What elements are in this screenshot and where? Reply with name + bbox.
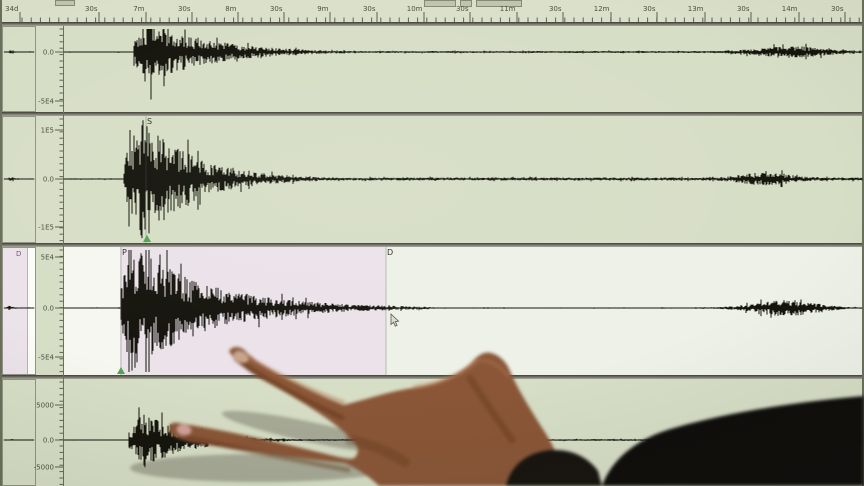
knuckle-shading — [345, 435, 410, 467]
phase-marker-label[interactable]: D — [387, 248, 393, 257]
axis-label: -1E5 — [38, 224, 54, 232]
seismic-trace — [63, 250, 863, 372]
ruler-label: 30s — [549, 5, 562, 13]
axis-label: 0.0 — [43, 49, 54, 57]
overview-phase-region — [3, 248, 28, 374]
pick-triangle-icon[interactable] — [117, 367, 125, 374]
ruler-label: 30s — [831, 5, 844, 13]
overview-trace — [3, 439, 35, 441]
ruler-label: 9m — [317, 5, 328, 13]
ruler-label: 10m — [407, 5, 423, 13]
ruler-label: 30s — [85, 5, 98, 13]
finger-shadow — [221, 410, 399, 454]
seismic-trace — [63, 29, 863, 100]
toolbar-fragment[interactable] — [424, 0, 456, 7]
row-separator — [0, 22, 864, 26]
row-separator — [0, 375, 864, 379]
overview-phase-label: D — [16, 250, 21, 258]
toolbar-fragment[interactable] — [55, 0, 75, 6]
thumb-shading — [466, 374, 516, 444]
ruler-label: 7m — [133, 5, 144, 13]
axis-label: 1E5 — [41, 127, 54, 135]
ruler-label: 30s — [737, 5, 750, 13]
hand-highlight — [413, 359, 479, 389]
ruler-label: 8m — [225, 5, 236, 13]
ruler-label: 13m — [688, 5, 704, 13]
ruler-label: 12m — [594, 5, 610, 13]
row-separator — [0, 243, 864, 247]
axis-label: 5000 — [36, 402, 54, 410]
phase-marker-label[interactable]: P — [122, 248, 127, 257]
finger-shading — [233, 356, 345, 421]
overview-box-3[interactable] — [2, 247, 36, 375]
hand — [168, 347, 568, 486]
axis-label: 0.0 — [43, 305, 54, 313]
ruler-label: 30s — [363, 5, 376, 13]
overview-box-1[interactable] — [2, 26, 36, 112]
finger-highlight — [236, 350, 346, 404]
finger-shadow — [130, 454, 390, 482]
overview-box-2[interactable] — [2, 116, 36, 243]
ruler-label: 30s — [178, 5, 191, 13]
row-separator — [0, 112, 864, 116]
ruler-label: 30s — [270, 5, 283, 13]
mouse-cursor — [390, 313, 400, 327]
trace-panel-3[interactable] — [64, 247, 862, 375]
thumb-highlight — [478, 358, 510, 378]
overview-trace — [3, 50, 35, 54]
middle-fingernail — [176, 424, 192, 436]
axis-label: 5E4 — [41, 254, 55, 262]
phase-marker-label[interactable]: S — [147, 117, 152, 126]
sleeve — [602, 396, 864, 486]
pick-triangle-icon[interactable] — [143, 235, 151, 242]
ruler-label: 14m — [782, 5, 798, 13]
overview-trace — [3, 305, 35, 310]
watch-band — [506, 450, 602, 486]
screen-right-edge — [862, 0, 864, 486]
toolbar-fragment[interactable] — [476, 0, 522, 7]
trace-panel-1[interactable] — [64, 26, 862, 112]
index-fingernail — [233, 350, 249, 364]
ruler-label: 11m — [500, 5, 516, 13]
axis-label: 0.0 — [43, 176, 54, 184]
ruler-label: 30s — [643, 5, 656, 13]
axis-label: -5E4 — [38, 98, 54, 106]
ruler-label: 30s — [456, 5, 469, 13]
time-ruler — [0, 0, 864, 22]
axis-label: 0.0 — [43, 437, 54, 445]
axis-label: -5000 — [34, 464, 54, 472]
screen-left-edge — [0, 0, 2, 486]
overview-trace — [3, 177, 35, 182]
finger-shading — [183, 434, 351, 473]
axis-label: -5E4 — [38, 354, 54, 362]
ruler-label: 34d — [5, 5, 18, 13]
seismic-trace — [63, 120, 863, 239]
toolbar-fragment[interactable] — [460, 0, 472, 7]
